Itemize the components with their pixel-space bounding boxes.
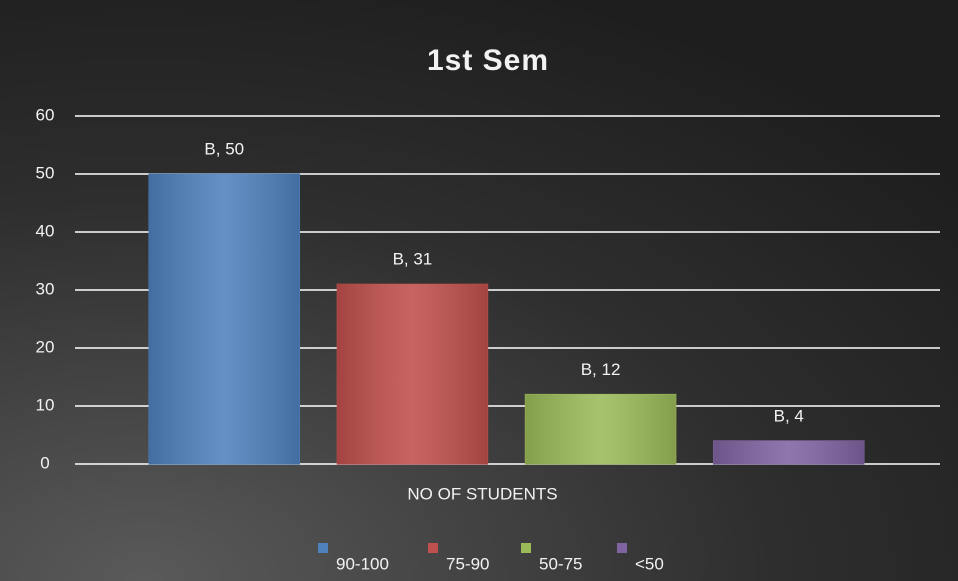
x-tick-label: NO OF STUDENTS xyxy=(407,484,557,503)
legend-label: <50 xyxy=(635,554,664,573)
y-tick-label: 40 xyxy=(36,221,55,240)
legend-swatch xyxy=(521,543,531,553)
legend-label: 90-100 xyxy=(336,554,389,573)
legend-swatch xyxy=(428,543,438,553)
y-tick-label: 30 xyxy=(36,279,55,298)
data-label: B, 4 xyxy=(774,406,804,425)
chart-title: 1st Sem xyxy=(427,44,549,77)
legend-label: 75-90 xyxy=(446,554,489,573)
y-tick-label: 60 xyxy=(36,105,55,124)
bar-shine xyxy=(149,174,300,464)
data-label: B, 31 xyxy=(393,250,433,269)
bar-shine xyxy=(525,394,676,464)
bar-shine xyxy=(337,284,488,464)
data-label: B, 50 xyxy=(204,139,244,158)
bar-shine xyxy=(713,440,864,464)
y-tick-label: 50 xyxy=(36,163,55,182)
legend-swatch xyxy=(617,543,627,553)
y-tick-label: 0 xyxy=(40,453,49,472)
y-tick-label: 20 xyxy=(36,337,55,356)
legend-swatch xyxy=(318,543,328,553)
data-label: B, 12 xyxy=(581,360,621,379)
legend-label: 50-75 xyxy=(539,554,582,573)
y-tick-label: 10 xyxy=(36,395,55,414)
